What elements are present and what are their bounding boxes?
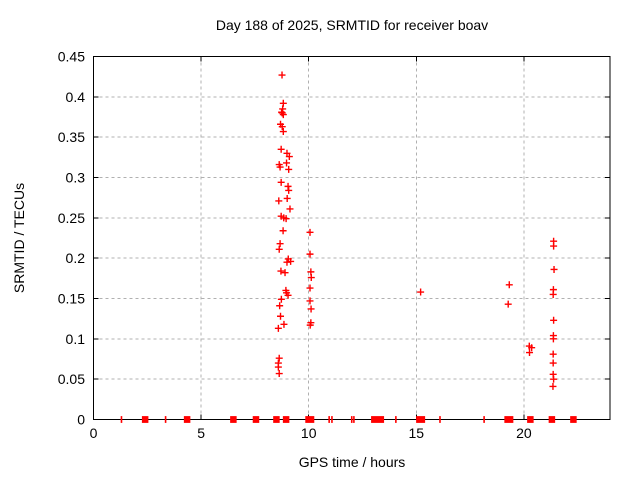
zero-line-marker <box>328 416 330 423</box>
zero-line-marker <box>230 416 237 423</box>
data-point-marker <box>504 300 512 308</box>
data-point-marker <box>549 359 557 367</box>
x-tick-label: 10 <box>301 425 317 441</box>
zero-line-marker <box>252 416 260 423</box>
data-point-marker <box>307 274 315 282</box>
data-point-marker <box>280 320 288 328</box>
zero-line-marker <box>350 416 353 423</box>
data-point-marker <box>277 178 285 186</box>
y-tick-label: 0.35 <box>58 129 85 145</box>
data-point-marker <box>306 321 314 329</box>
data-point-marker <box>549 382 557 390</box>
x-tick-label: 0 <box>90 425 98 441</box>
data-point-marker <box>283 194 291 202</box>
data-point-marker <box>277 267 285 275</box>
data-point-marker <box>306 284 314 292</box>
data-point-marker <box>306 228 314 236</box>
y-tick-label: 0.3 <box>66 170 86 186</box>
y-tick-label: 0.25 <box>58 210 85 226</box>
data-point-marker <box>276 240 284 248</box>
data-point-marker <box>275 354 283 362</box>
chart-title: Day 188 of 2025, SRMTID for receiver boa… <box>215 17 489 33</box>
zero-line-marker <box>570 416 577 423</box>
data-point-marker <box>279 128 287 136</box>
y-tick-label: 0.2 <box>66 250 86 266</box>
data-point-marker <box>285 165 293 173</box>
zero-line-marker <box>273 416 280 423</box>
data-point-marker <box>277 295 285 303</box>
data-point-marker <box>282 215 290 223</box>
data-point-marker <box>276 163 284 171</box>
zero-line-marker <box>371 416 385 423</box>
zero-line-marker <box>141 416 149 423</box>
data-point-marker <box>276 302 284 310</box>
zero-line-marker <box>527 416 534 423</box>
data-point-marker <box>275 370 283 378</box>
data-point-marker <box>283 258 291 266</box>
data-point-marker <box>277 145 285 153</box>
zero-line-marker <box>164 416 167 423</box>
data-point-marker <box>278 109 286 117</box>
zero-line-marker <box>416 416 426 423</box>
data-point-marker <box>275 197 283 205</box>
data-point-marker <box>274 324 282 332</box>
data-point-marker <box>550 265 558 273</box>
zero-line-marker <box>120 416 123 423</box>
data-point-marker <box>549 350 557 358</box>
data-point-marker <box>287 257 295 265</box>
zero-line-marker <box>395 416 397 423</box>
data-point-marker <box>277 312 285 320</box>
plot-border <box>93 56 611 420</box>
data-point-marker <box>286 205 294 213</box>
data-point-marker <box>417 288 425 296</box>
y-tick-label: 0.4 <box>66 89 86 105</box>
data-point-marker <box>274 363 282 371</box>
zero-line-marker <box>305 416 315 423</box>
data-point-marker <box>306 297 314 305</box>
x-tick-label: 15 <box>409 425 425 441</box>
zero-line-marker <box>353 416 355 423</box>
data-point-marker <box>307 305 315 313</box>
data-point-marker <box>550 242 558 250</box>
data-point-marker <box>279 111 287 119</box>
data-point-marker <box>284 291 292 299</box>
y-tick-label: 0.15 <box>58 291 85 307</box>
data-point-marker <box>550 375 558 383</box>
x-axis-label: GPS time / hours <box>298 454 406 470</box>
data-point-marker <box>279 227 287 235</box>
zero-line-marker <box>183 416 191 423</box>
data-point-marker <box>283 159 291 167</box>
y-tick-label: 0.45 <box>58 49 85 65</box>
y-tick-label: 0.1 <box>66 331 86 347</box>
data-point-marker <box>275 245 283 253</box>
y-tick-label: 0.05 <box>58 371 85 387</box>
data-point-marker <box>550 316 558 324</box>
data-point-marker <box>278 123 286 131</box>
zero-line-marker <box>504 416 514 423</box>
data-point-marker <box>285 186 293 194</box>
zero-line-marker <box>331 416 333 423</box>
x-tick-label: 20 <box>516 425 532 441</box>
data-point-marker <box>281 269 289 277</box>
data-point-marker <box>528 344 536 352</box>
data-point-marker <box>306 250 314 258</box>
data-point-marker <box>505 281 513 289</box>
zero-line-marker <box>548 416 556 423</box>
zero-line-marker <box>282 416 290 423</box>
data-point-marker <box>285 153 293 161</box>
data-point-marker <box>526 349 534 357</box>
zero-line-marker <box>483 416 485 423</box>
zero-line-marker <box>439 416 441 423</box>
data-point-marker <box>278 71 286 79</box>
x-tick-label: 5 <box>197 425 205 441</box>
y-tick-label: 0 <box>77 412 85 428</box>
data-point-marker <box>549 335 557 343</box>
data-point-marker <box>549 290 557 298</box>
